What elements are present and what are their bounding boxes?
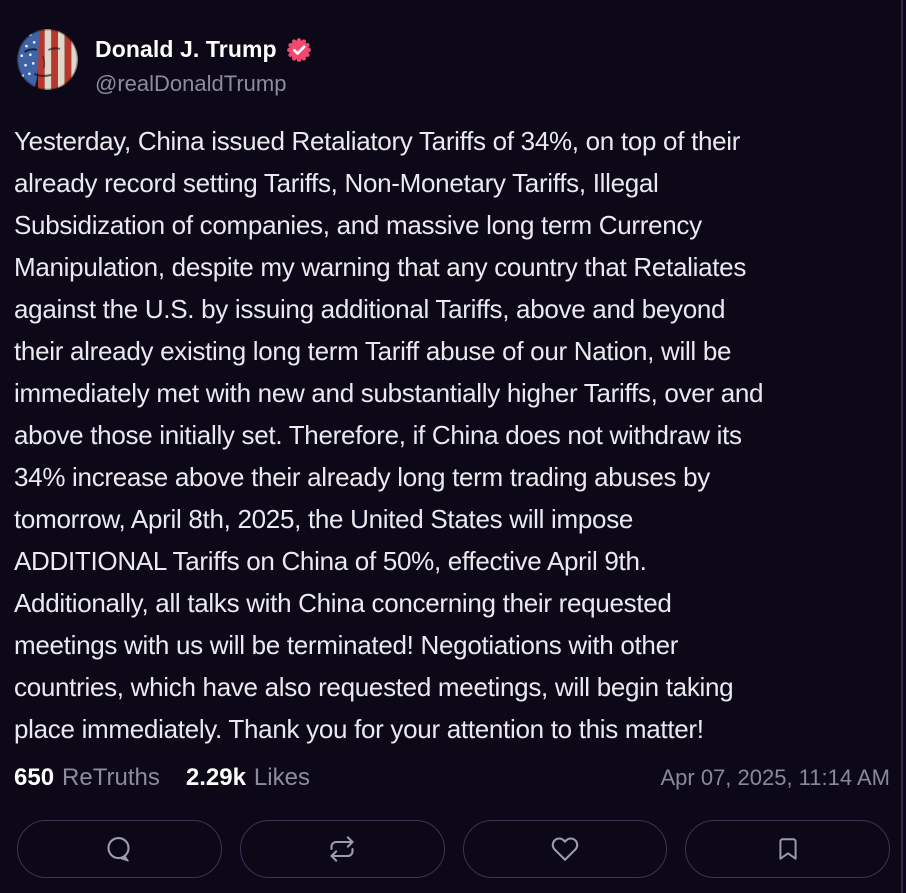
post-text-line: already record setting Tariffs, Non-Mone…	[14, 168, 659, 198]
post-text-line: above those initially set. Therefore, if…	[14, 420, 742, 450]
verified-badge-icon	[286, 37, 312, 63]
reply-button[interactable]	[17, 820, 222, 878]
post-text-line: ADDITIONAL Tariffs on China of 50%, effe…	[14, 546, 647, 576]
likes-label[interactable]: Likes	[253, 764, 310, 791]
post-text-line: Yesterday, China issued Retaliatory Tari…	[14, 126, 741, 156]
post-text-line: countries, which have also requested mee…	[14, 672, 734, 702]
post-body: Yesterday, China issued Retaliatory Tari…	[14, 120, 892, 750]
bookmark-icon	[779, 838, 797, 860]
repeat-icon	[330, 836, 354, 862]
post-text-line: place immediately. Thank you for your at…	[14, 714, 704, 744]
identity-block: Donald J. Trump	[95, 29, 312, 97]
user-handle[interactable]: @realDonaldTrump	[95, 71, 287, 96]
post-text-line: 34% increase above their already long te…	[14, 462, 710, 492]
post-text-line: tomorrow, April 8th, 2025, the United St…	[14, 504, 634, 534]
stats-row: 650 ReTruths 2.29k Likes Apr 07, 2025, 1…	[14, 764, 890, 792]
display-name[interactable]: Donald J. Trump	[95, 36, 277, 62]
avatar[interactable]	[17, 29, 78, 90]
column-divider	[901, 0, 903, 893]
post-text-line: Subsidization of companies, and massive …	[14, 210, 702, 240]
speech-bubble-icon	[107, 836, 130, 862]
post-text-line: meetings with us will be terminated! Neg…	[14, 630, 679, 660]
post-text-line: their already existing long term Tariff …	[14, 336, 732, 366]
bookmark-button[interactable]	[685, 820, 890, 878]
post-text-line: Additionally, all talks with China conce…	[14, 588, 672, 618]
timestamp: Apr 07, 2025, 11:14 AM	[660, 765, 890, 790]
post-header: Donald J. Trump	[0, 0, 906, 97]
action-bar	[17, 820, 890, 878]
post-text-line: against the U.S. by issuing additional T…	[14, 294, 726, 324]
like-button[interactable]	[462, 820, 668, 878]
retruths-count[interactable]: 650	[14, 764, 55, 791]
post-text-line: immediately met with new and substantial…	[14, 378, 764, 408]
retruths-label[interactable]: ReTruths	[62, 764, 160, 791]
flag-painted-face-avatar-icon	[17, 29, 78, 90]
heart-icon	[551, 837, 579, 861]
post-text-line: Manipulation, despite my warning that an…	[14, 252, 747, 282]
likes-count[interactable]: 2.29k	[185, 764, 246, 791]
retruth-button[interactable]	[239, 820, 445, 878]
